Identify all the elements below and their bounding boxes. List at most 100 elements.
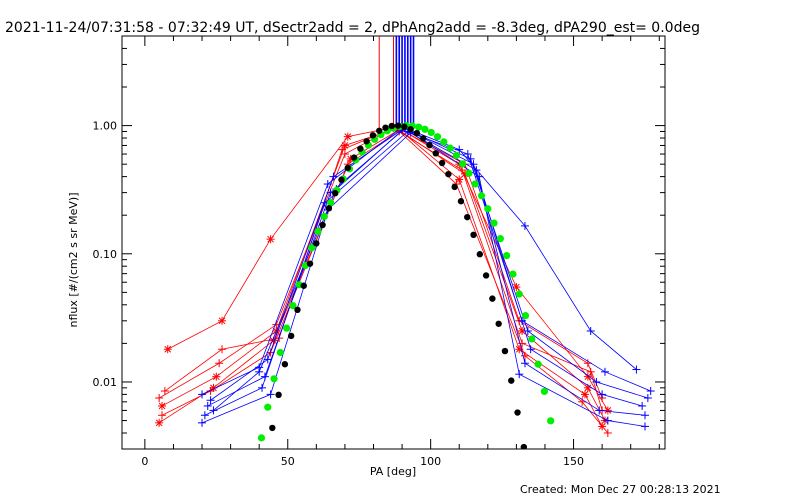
- series-point: [198, 390, 207, 399]
- fit-point: [325, 205, 333, 212]
- series-point: [266, 390, 275, 399]
- fit-point: [426, 141, 433, 149]
- fit-point: [283, 324, 291, 332]
- series-line: [158, 127, 603, 411]
- fit-point: [281, 361, 289, 368]
- series-point: [520, 359, 529, 368]
- series-point: [329, 172, 338, 181]
- series-point: [343, 132, 352, 141]
- series-point: [258, 383, 267, 392]
- series-line: [164, 126, 603, 399]
- series-point: [512, 283, 521, 292]
- fit-point: [363, 138, 370, 145]
- fit-point: [314, 227, 322, 235]
- fit-point: [369, 132, 377, 139]
- series-point: [158, 411, 167, 420]
- series-point: [158, 401, 167, 410]
- fit-point: [540, 387, 548, 396]
- fit-point: [388, 122, 395, 130]
- plot-area: [155, 36, 655, 449]
- series-line: [207, 127, 643, 407]
- series-point: [463, 150, 472, 159]
- fit-point: [471, 180, 479, 188]
- fit-point: [382, 124, 389, 131]
- series-point: [218, 345, 227, 354]
- series-point: [583, 372, 592, 381]
- series-point: [206, 396, 215, 405]
- series-point: [600, 367, 609, 376]
- fit-point: [452, 151, 460, 160]
- series-point: [632, 365, 641, 374]
- series-point: [646, 387, 655, 396]
- fit-point: [496, 235, 504, 243]
- fit-point: [300, 282, 307, 289]
- series-line: [201, 126, 648, 399]
- fit-point: [477, 192, 486, 200]
- fit-curves: [257, 122, 555, 449]
- x-tick-label: 100: [420, 455, 441, 468]
- fit-point: [490, 219, 498, 227]
- y-axis-label: nflux [#/(cm2 s sr MeV)]: [67, 193, 80, 328]
- fit-point: [420, 135, 427, 142]
- fit-point: [457, 198, 465, 205]
- series-point: [203, 401, 212, 410]
- x-tick-label: 50: [281, 455, 295, 468]
- series-point: [520, 351, 529, 360]
- series-point: [583, 383, 592, 392]
- x-tick-label: 0: [141, 455, 148, 468]
- series-line: [167, 126, 609, 411]
- fit-point: [528, 335, 536, 343]
- series-line: [161, 128, 606, 421]
- series-point: [603, 428, 612, 437]
- fit-point: [275, 391, 282, 399]
- series-point: [455, 175, 464, 184]
- series-point: [155, 418, 164, 427]
- series-point: [640, 422, 649, 431]
- fit-point: [459, 160, 467, 168]
- fit-point: [432, 150, 439, 157]
- chart-title: 2021-11-24/07:31:58 - 07:32:49 UT, dSect…: [5, 20, 700, 36]
- fit-point: [476, 251, 484, 258]
- y-tick-label: 1.00: [93, 120, 118, 133]
- fit-point: [313, 240, 320, 247]
- fit-point: [451, 183, 458, 191]
- fit-point: [534, 360, 542, 368]
- fit-point: [344, 164, 351, 172]
- fit-point: [470, 231, 477, 239]
- fit-point: [465, 169, 473, 177]
- fit-point: [514, 409, 521, 416]
- fit-point: [257, 434, 266, 442]
- fit-point: [438, 159, 446, 167]
- fit-point: [294, 306, 301, 314]
- fit-point: [464, 213, 471, 221]
- series-point: [212, 372, 221, 381]
- fit-point: [306, 260, 314, 267]
- series-point: [595, 406, 604, 415]
- fit-point: [495, 320, 502, 327]
- fit-point: [547, 417, 555, 425]
- x-tick-label: 150: [563, 455, 584, 468]
- fit-point: [407, 126, 414, 133]
- series-point: [160, 387, 169, 396]
- series-point: [580, 390, 589, 399]
- fit-point: [521, 312, 530, 320]
- series-point: [586, 326, 595, 335]
- series-point: [640, 411, 649, 420]
- fit-point: [331, 190, 339, 197]
- fit-point: [401, 123, 408, 130]
- series-point: [603, 416, 612, 425]
- fit-point: [484, 205, 492, 213]
- data-series: [155, 122, 655, 437]
- fit-point: [501, 347, 509, 355]
- series-point: [206, 387, 215, 396]
- series-point: [200, 411, 209, 420]
- series-point: [518, 339, 527, 348]
- fit-point: [357, 145, 364, 152]
- fit-point: [289, 302, 297, 310]
- series-line: [161, 130, 609, 434]
- fit-point: [421, 125, 429, 133]
- fit-point: [433, 133, 442, 141]
- series-line: [210, 129, 651, 401]
- fit-point: [394, 122, 402, 129]
- series-point: [515, 370, 524, 379]
